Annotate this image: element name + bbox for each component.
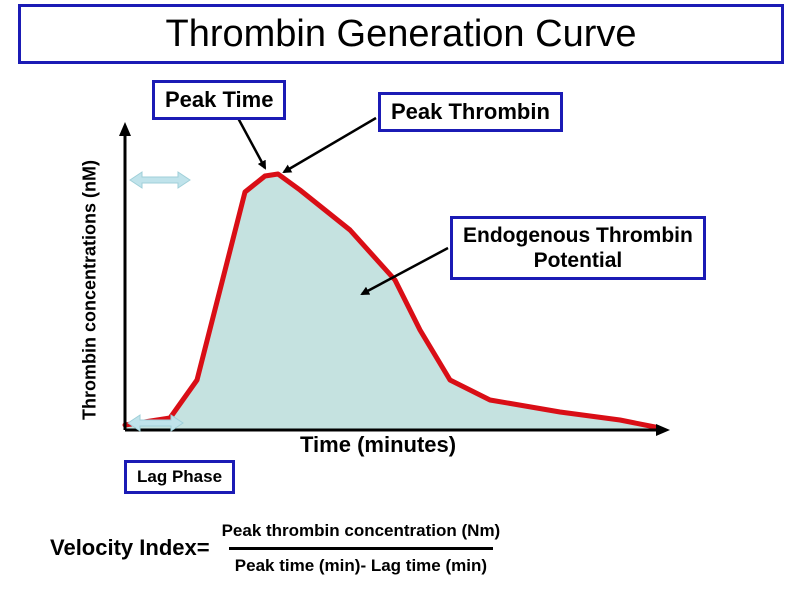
- lag-phase-label: Lag Phase: [124, 460, 235, 494]
- lag-phase-text: Lag Phase: [137, 467, 222, 486]
- etp-text-1: Endogenous Thrombin: [463, 224, 693, 247]
- peak-time-label: Peak Time: [152, 80, 286, 120]
- etp-label: Endogenous Thrombin Potential: [450, 216, 706, 280]
- peak-thrombin-label: Peak Thrombin: [378, 92, 563, 132]
- y-axis-label: Thrombin concentrations (nM): [80, 160, 101, 420]
- curve-area: [125, 174, 655, 430]
- etp-text-2: Potential: [534, 249, 623, 272]
- chart-svg: [0, 0, 800, 593]
- peak-thrombin-text: Peak Thrombin: [391, 99, 550, 124]
- velocity-index-formula: Velocity Index= Peak thrombin concentrat…: [50, 518, 506, 578]
- formula-numerator: Peak thrombin concentration (Nm): [216, 518, 507, 547]
- formula-fraction: Peak thrombin concentration (Nm) Peak ti…: [216, 518, 507, 578]
- peak-time-text: Peak Time: [165, 87, 273, 112]
- formula-denominator: Peak time (min)- Lag time (min): [229, 547, 493, 579]
- x-axis-label: Time (minutes): [300, 432, 456, 458]
- peak-thrombin-arrow: [284, 118, 376, 172]
- peak-time-arrow: [238, 118, 265, 168]
- formula-lhs: Velocity Index=: [50, 535, 210, 561]
- peak-time-double-arrow: [130, 172, 190, 188]
